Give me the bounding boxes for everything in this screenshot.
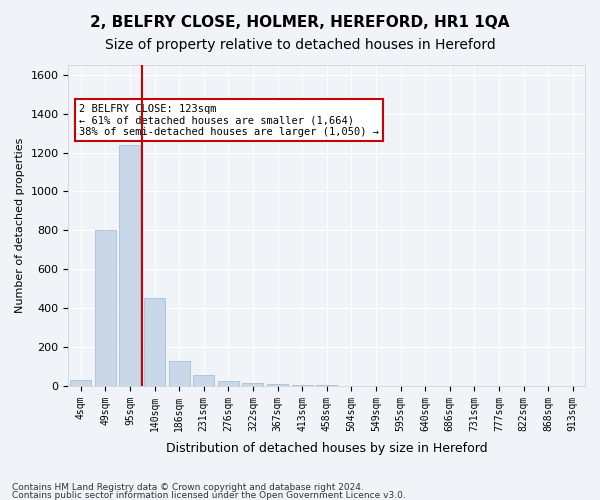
Bar	[218, 381, 239, 386]
X-axis label: Distribution of detached houses by size in Hereford: Distribution of detached houses by size …	[166, 442, 488, 455]
Bar	[193, 375, 214, 386]
Bar	[267, 384, 288, 386]
Bar	[169, 360, 190, 386]
Bar	[95, 230, 116, 386]
Y-axis label: Number of detached properties: Number of detached properties	[15, 138, 25, 313]
Bar	[242, 383, 263, 386]
Text: 2, BELFRY CLOSE, HOLMER, HEREFORD, HR1 1QA: 2, BELFRY CLOSE, HOLMER, HEREFORD, HR1 1…	[90, 15, 510, 30]
Text: Contains public sector information licensed under the Open Government Licence v3: Contains public sector information licen…	[12, 490, 406, 500]
Text: Size of property relative to detached houses in Hereford: Size of property relative to detached ho…	[104, 38, 496, 52]
Text: Contains HM Land Registry data © Crown copyright and database right 2024.: Contains HM Land Registry data © Crown c…	[12, 483, 364, 492]
Bar	[292, 385, 313, 386]
Text: 2 BELFRY CLOSE: 123sqm
← 61% of detached houses are smaller (1,664)
38% of semi-: 2 BELFRY CLOSE: 123sqm ← 61% of detached…	[79, 104, 379, 136]
Bar	[144, 298, 165, 386]
Bar	[70, 380, 91, 386]
Bar	[119, 144, 140, 386]
